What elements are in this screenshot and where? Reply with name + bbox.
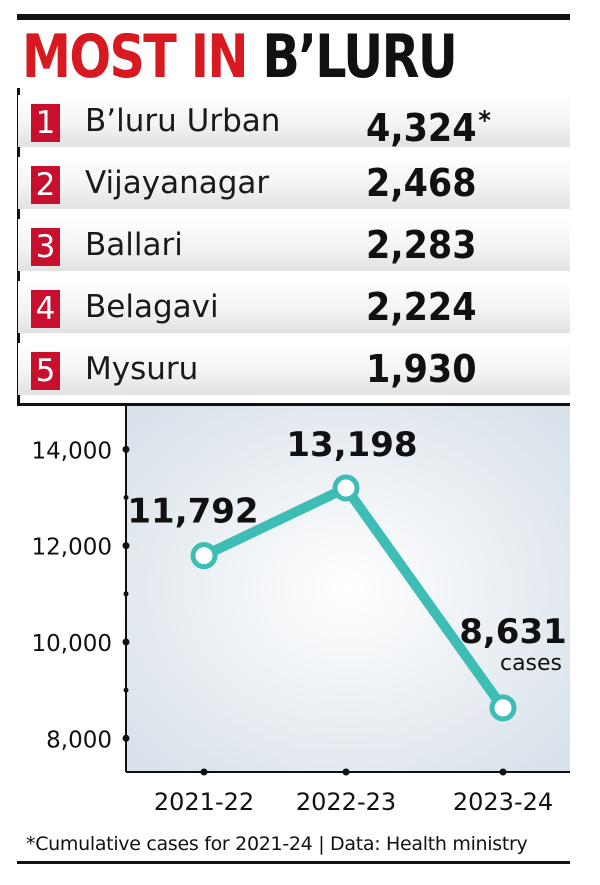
data-point [332,474,360,502]
y-tick-dot [122,542,130,550]
headline-part-1: MOST IN [22,22,249,92]
rank-badge: 1 [31,104,60,142]
x-tick-label: 2021-22 [154,788,254,816]
y-tick-dot [122,445,130,453]
ranking-row-3: 3 Ballari 2,283 [18,219,570,271]
rank-badge: 2 [31,166,60,204]
district-value: 1,930 [366,347,477,391]
line-chart-area: 8,000 10,000 12,000 14,000 2021-22 2022-23 20… [0,406,600,826]
data-label: 13,198 [286,425,417,465]
data-point [489,694,517,722]
x-tick-dot [499,768,507,776]
data-point [190,542,218,570]
y-minor-tick-dot [123,495,129,500]
rank-badge: 5 [31,352,60,390]
x-tick-dot [200,768,208,776]
x-tick-label: 2022-23 [296,788,396,816]
x-axis-ticks: 2021-22 2022-23 2023-24 [154,768,553,816]
district-name: Ballari [85,227,183,263]
section-rule [17,403,570,406]
district-value: 2,224 [366,285,477,329]
bottom-rule [17,861,570,864]
y-minor-tick-dot [123,591,129,597]
y-tick-dot [122,638,130,646]
y-tick-label: 8,000 [46,727,112,753]
headline-part-2: B’LURU [262,22,457,92]
district-value: 4,324* [366,99,491,150]
y-tick-label: 14,000 [32,438,112,464]
district-name: Belagavi [85,289,219,325]
district-value-number: 4,324 [366,106,477,150]
district-name: Mysuru [85,351,199,387]
ranking-row-4: 4 Belagavi 2,224 [18,281,570,333]
y-tick-dot [122,734,130,742]
series-line-group [190,474,517,722]
x-tick-dot [342,768,350,776]
rank-badge: 4 [31,290,60,328]
headline: MOST IN B’LURU [22,22,458,92]
y-tick-label: 10,000 [32,631,112,657]
district-value: 2,283 [366,223,477,267]
y-tick-label: 12,000 [32,535,112,561]
y-axis-ticks: 8,000 10,000 12,000 14,000 [32,438,130,753]
footnote-marker: * [478,106,491,136]
district-name: Vijayanagar [85,165,270,201]
district-value: 2,468 [366,161,477,205]
rank-badge: 3 [31,228,60,266]
y-minor-tick-dot [123,687,129,693]
data-label: 8,631 [459,612,567,652]
data-label-unit: cases [500,651,562,676]
top-rule [17,14,570,20]
footnote: *Cumulative cases for 2021-24 | Data: He… [26,833,528,855]
ranking-row-5: 5 Mysuru 1,930 [18,343,570,395]
x-tick-label: 2023-24 [453,788,553,816]
ranking-row-1: 1 B’luru Urban 4,324* [18,95,570,150]
data-label: 11,792 [127,492,258,532]
ranking-row-2: 2 Vijayanagar 2,468 [18,157,570,209]
district-name: B’luru Urban [85,103,281,139]
